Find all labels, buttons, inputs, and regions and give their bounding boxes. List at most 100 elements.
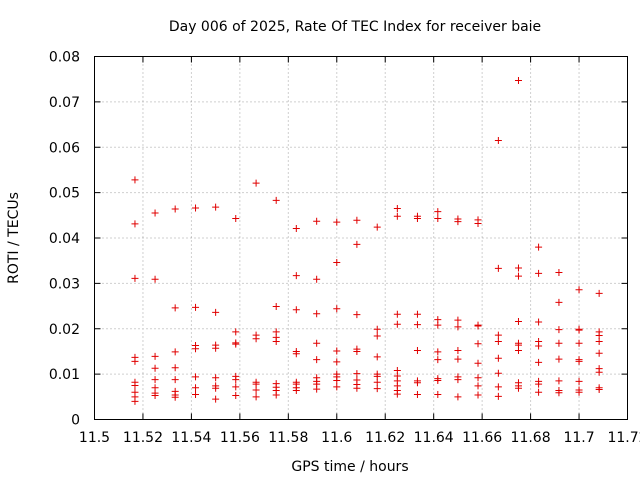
data-point [373, 353, 381, 361]
x-tick-label: 11.7 [563, 430, 594, 446]
y-tick-label: 0.06 [49, 140, 80, 156]
data-point [333, 347, 341, 355]
data-point [252, 380, 260, 388]
data-point [131, 381, 139, 389]
data-point [353, 216, 361, 224]
x-tick-label: 11.56 [220, 430, 260, 446]
data-point [393, 212, 401, 220]
data-point [252, 393, 260, 401]
data-point [353, 347, 361, 355]
data-point [171, 393, 179, 401]
data-point [292, 350, 300, 358]
data-point [535, 318, 543, 326]
data-point [333, 358, 341, 366]
data-point [333, 218, 341, 226]
data-point [192, 303, 200, 311]
data-point [393, 390, 401, 398]
plot-area-frame [94, 56, 628, 420]
data-point [313, 310, 321, 318]
data-point [232, 340, 240, 348]
data-point [333, 383, 341, 391]
data-point [413, 347, 421, 355]
x-tick-label: 11.58 [268, 430, 308, 446]
data-point [434, 214, 442, 222]
data-point [454, 376, 462, 384]
data-point [333, 305, 341, 313]
data-point [131, 220, 139, 228]
data-point [212, 344, 220, 352]
data-point [474, 391, 482, 399]
data-point [454, 218, 462, 226]
data-point [494, 369, 502, 377]
data-point [575, 377, 583, 385]
data-point [535, 342, 543, 350]
data-point [393, 310, 401, 318]
data-point [292, 224, 300, 232]
data-point [232, 214, 240, 222]
data-point [413, 310, 421, 318]
data-point [494, 392, 502, 400]
data-point [313, 217, 321, 225]
data-point [413, 391, 421, 399]
data-point [555, 377, 563, 385]
data-point [595, 332, 603, 340]
data-point [373, 223, 381, 231]
x-axis-label: GPS time / hours [291, 459, 408, 475]
data-point [454, 347, 462, 355]
x-tick-label: 11.52 [123, 430, 163, 446]
data-point [595, 368, 603, 376]
data-point [393, 320, 401, 328]
data-point [595, 386, 603, 394]
x-axis-ticks: 11.5 11.52 11.54 11.56 11.58 11.6 11.62 11.64 11… [79, 56, 640, 446]
data-point [474, 340, 482, 348]
data-point [373, 372, 381, 380]
data-point [272, 303, 280, 311]
data-point [171, 376, 179, 384]
data-point [252, 335, 260, 343]
data-point [171, 205, 179, 213]
data-point [131, 397, 139, 405]
data-point [474, 374, 482, 382]
data-point [555, 298, 563, 306]
data-point [595, 337, 603, 345]
x-tick-label: 11.68 [511, 430, 551, 446]
y-axis-label: ROTI / TECUs [6, 192, 22, 284]
data-point [535, 243, 543, 251]
data-point [272, 391, 280, 399]
data-point [373, 378, 381, 386]
data-point [212, 374, 220, 382]
data-point [393, 205, 401, 213]
data-point [373, 325, 381, 333]
grid-lines [94, 56, 628, 420]
data-point [514, 347, 522, 355]
data-point [252, 386, 260, 394]
data-point [474, 219, 482, 227]
y-tick-label: 0.01 [49, 367, 80, 383]
data-point [514, 317, 522, 325]
data-point [575, 388, 583, 396]
x-tick-label: 11.62 [365, 430, 405, 446]
data-point [333, 259, 341, 267]
data-point [514, 264, 522, 272]
data-point [413, 321, 421, 329]
data-point [272, 337, 280, 345]
data-point [313, 275, 321, 283]
data-point [212, 308, 220, 316]
data-point [212, 395, 220, 403]
x-tick-label: 11.64 [414, 430, 454, 446]
data-point [151, 209, 159, 217]
x-tick-label: 11.66 [462, 430, 502, 446]
y-tick-label: 0.08 [49, 50, 80, 66]
data-point [192, 345, 200, 353]
data-point [494, 331, 502, 339]
data-point [555, 389, 563, 397]
data-point [333, 376, 341, 384]
data-point [171, 348, 179, 356]
data-point [212, 203, 220, 211]
data-point [535, 269, 543, 277]
y-tick-label: 0.02 [49, 322, 80, 338]
data-point [474, 322, 482, 330]
data-point [232, 328, 240, 336]
chart-title: Day 006 of 2025, Rate Of TEC Index for r… [169, 19, 541, 35]
